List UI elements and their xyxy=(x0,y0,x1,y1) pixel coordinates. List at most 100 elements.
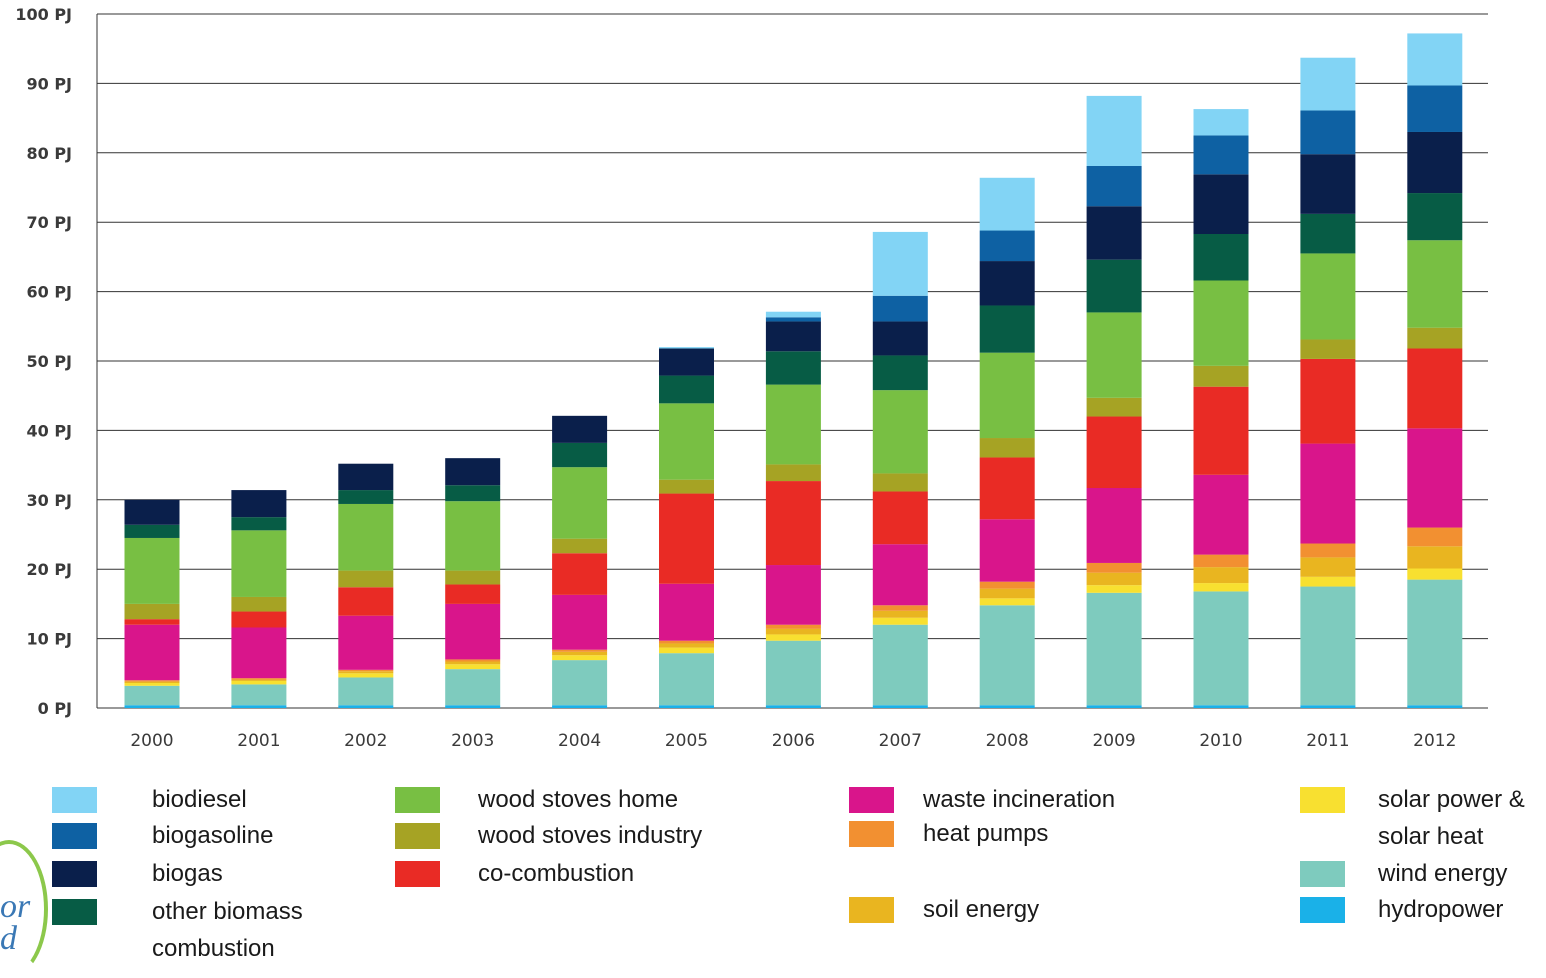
y-tick-label: 100 PJ xyxy=(15,5,72,24)
y-tick-label: 10 PJ xyxy=(26,630,72,649)
legend-label: wood stoves industry xyxy=(478,822,703,849)
bar-segment xyxy=(659,479,714,494)
bar-segment xyxy=(1086,397,1142,417)
x-tick-label: 2010 xyxy=(1199,731,1242,751)
bar-segment xyxy=(1300,154,1356,214)
bar-segment xyxy=(445,661,501,665)
bar-segment xyxy=(765,464,821,482)
bar-segment xyxy=(1193,280,1249,366)
bar-segment xyxy=(659,348,714,376)
legend-label: heat pumps xyxy=(923,820,1049,847)
bar-segment xyxy=(979,261,1035,306)
bar-segment xyxy=(124,624,180,681)
bar-segment xyxy=(1300,213,1356,254)
bar-segment xyxy=(338,503,394,571)
bar-segment xyxy=(1407,579,1463,706)
logo-text-1: or xyxy=(0,888,31,925)
bar-segment xyxy=(124,537,180,604)
legend-label: biogasoline xyxy=(152,822,274,849)
y-tick-label: 80 PJ xyxy=(26,144,72,163)
bar-segment xyxy=(445,603,501,660)
stacked-bar-chart: 0 PJ 10 PJ 20 PJ 30 PJ 40 PJ 50 PJ 60 PJ 70 PJ 8… xyxy=(15,5,1488,751)
bar-segment xyxy=(659,640,714,644)
bar-segment xyxy=(1086,585,1142,593)
bar-segment xyxy=(872,295,928,322)
bar-segment xyxy=(872,624,928,706)
bar-segment xyxy=(765,634,821,641)
legend-label: solar power & solar heat xyxy=(1378,786,1525,850)
bar-segment xyxy=(1300,339,1356,359)
bar-segment xyxy=(979,177,1035,231)
bar-segment xyxy=(659,403,714,480)
bar-segment xyxy=(1193,365,1249,387)
bar-segment xyxy=(659,705,714,708)
bar-segment xyxy=(1407,546,1463,569)
bar-segment xyxy=(445,705,501,708)
bar-segment xyxy=(338,673,394,678)
bar-segment xyxy=(338,671,394,674)
legend-swatch xyxy=(849,787,894,813)
x-tick-label: 2006 xyxy=(772,731,815,751)
bar-segment xyxy=(231,684,287,706)
legend-label: other biomass combustion xyxy=(152,898,303,962)
legend-label: wind energy xyxy=(1378,860,1508,887)
bar-segment xyxy=(1193,386,1249,475)
bar-segment xyxy=(979,230,1035,262)
bar-segment xyxy=(1300,443,1356,544)
bar-segment xyxy=(1407,705,1463,708)
bar-segment xyxy=(124,683,180,686)
bar-segment xyxy=(1300,253,1356,340)
bar-segment xyxy=(1193,109,1249,136)
x-tick-label: 2002 xyxy=(344,731,387,751)
bar-segment xyxy=(1300,705,1356,708)
bar-segment xyxy=(659,653,714,706)
bar-segment xyxy=(1300,57,1356,111)
bar-segment xyxy=(872,610,928,618)
bar-segment xyxy=(552,538,608,554)
y-tick-label: 0 PJ xyxy=(38,699,72,718)
bar-segment xyxy=(1407,428,1463,528)
bar-segment xyxy=(659,347,714,349)
legend-label: soil energy xyxy=(923,896,1040,923)
bar-segment xyxy=(231,627,287,679)
legend-swatch xyxy=(52,823,97,849)
bar-segment xyxy=(552,660,608,706)
bar-segment xyxy=(765,321,821,352)
bar-segment xyxy=(872,355,928,391)
bar-segment xyxy=(1407,240,1463,328)
bar-segment xyxy=(1407,131,1463,194)
bar-segment xyxy=(445,584,501,604)
legend-label: biodiesel xyxy=(152,786,247,813)
bar-segment xyxy=(1193,567,1249,584)
bar-segment xyxy=(445,570,501,585)
bar-segment xyxy=(445,501,501,571)
bar-segment xyxy=(1086,95,1142,166)
bar-segment xyxy=(1193,135,1249,175)
bar-segment xyxy=(231,611,287,628)
bar-segment xyxy=(1300,557,1356,577)
bar-segment xyxy=(231,705,287,708)
bar-segment xyxy=(872,473,928,492)
bar-segment xyxy=(124,681,180,684)
bar-segment xyxy=(659,375,714,404)
bar-segment xyxy=(979,457,1035,520)
bar-segment xyxy=(231,596,287,612)
bar-segment xyxy=(1300,543,1356,558)
bar-segment xyxy=(338,705,394,708)
bar-segment xyxy=(338,570,394,588)
legend-swatch xyxy=(849,897,894,923)
bar-segment xyxy=(552,651,608,656)
bar-segment xyxy=(979,519,1035,582)
bar-segment xyxy=(1407,527,1463,547)
x-tick-label: 2011 xyxy=(1306,731,1349,751)
bar-segment xyxy=(124,499,180,525)
bar-segment xyxy=(1086,312,1142,398)
bar-segment xyxy=(765,481,821,566)
bar-segment xyxy=(872,321,928,356)
bar-segment xyxy=(124,685,180,706)
bar-segment xyxy=(124,680,180,682)
legend-swatch xyxy=(395,787,440,813)
x-tick-label: 2000 xyxy=(130,731,173,751)
bar-segment xyxy=(659,647,714,654)
legend-swatch xyxy=(395,861,440,887)
